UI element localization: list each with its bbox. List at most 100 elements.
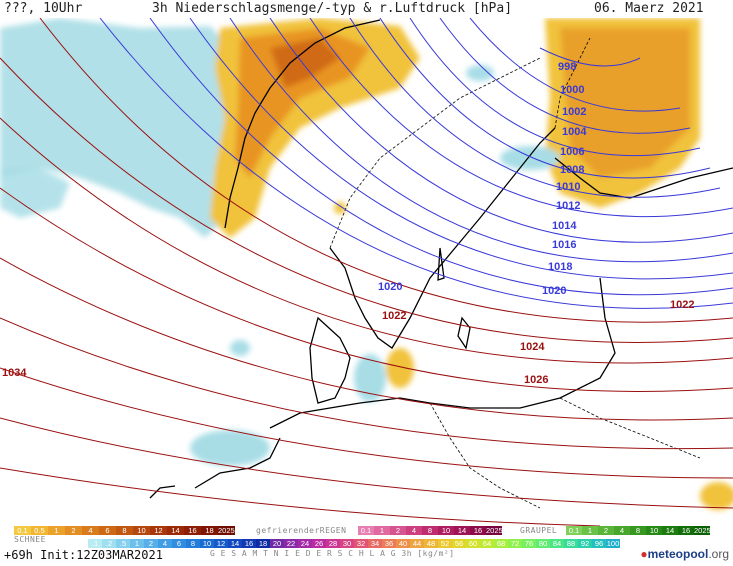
legend-snow-scale: .1.2.5 1 2 4 6 8 10 12 14 16 18 20 22 24 26 28 30 32 34 36 4… <box>88 539 620 548</box>
snow-swatch: 36 <box>382 539 396 548</box>
isobar-label: 1020 <box>378 281 402 293</box>
snow-swatch: 4 <box>158 539 172 548</box>
isobar-label: 1026 <box>524 374 548 386</box>
legend-graupel-label: GRAUPEL <box>520 526 558 535</box>
rain-swatch: 18 <box>201 526 218 535</box>
rain-swatch: 12 <box>150 526 167 535</box>
snow-swatch: 60 <box>466 539 480 548</box>
rain-swatch: 2 <box>65 526 82 535</box>
rain-swatch: 0.5 <box>31 526 48 535</box>
snow-swatch: 16 <box>242 539 256 548</box>
rain-swatch: 10 <box>133 526 150 535</box>
graupel-swatch: 8 <box>630 526 646 535</box>
snow-swatch: 6 <box>172 539 186 548</box>
rain-swatch: 8 <box>116 526 133 535</box>
coast-norway <box>224 19 381 229</box>
rain-area-norway-core <box>235 28 370 178</box>
snow-swatch: 10 <box>200 539 214 548</box>
snow-blob-northsea-south <box>190 430 270 466</box>
snow-swatch: 68 <box>494 539 508 548</box>
graupel-swatch: 14 <box>662 526 678 535</box>
snow-swatch: 96 <box>592 539 606 548</box>
brand-logo[interactable]: ●meteopool.org <box>640 547 729 561</box>
snow-swatch: 40 <box>396 539 410 548</box>
isobar-label: 1020 <box>542 285 566 297</box>
map-canvas: 998 1000 1002 1004 1006 1008 1010 1012 1… <box>0 18 733 526</box>
rain-swatch: 14 <box>167 526 184 535</box>
isobar-label: 1034 <box>2 367 27 379</box>
coastlines <box>149 19 733 499</box>
legend-total-label: G E S A M T N I E D E R S C H L A G 3h [… <box>210 549 455 558</box>
weather-map: 998 1000 1002 1004 1006 1008 1010 1012 1… <box>0 18 733 526</box>
rain-swatch: 4 <box>82 526 99 535</box>
snow-swatch: 32 <box>354 539 368 548</box>
snow-swatch: .5 <box>116 539 130 548</box>
graupel-swatch: 2025+ <box>694 526 710 535</box>
isobar-labels: 998 1000 1002 1004 1006 1008 1010 1012 1… <box>2 61 694 386</box>
freezing-swatch: 16 <box>470 526 486 535</box>
rain-swatch: 6 <box>99 526 116 535</box>
init-label: +69h Init:12Z03MAR2021 <box>4 548 163 562</box>
isobar-label: 1018 <box>548 261 572 273</box>
snow-swatch: 80 <box>536 539 550 548</box>
graupel-swatch: 16 <box>678 526 694 535</box>
rain-blob-baltic <box>386 348 414 388</box>
coast-finland <box>554 157 733 199</box>
snow-swatch: 88 <box>564 539 578 548</box>
freezing-swatch: 14 <box>454 526 470 535</box>
graupel-swatch: 2 <box>598 526 614 535</box>
coast-netherlands <box>194 437 281 489</box>
isobar-label: 1024 <box>520 341 545 353</box>
valid-time-label: ???, 10Uhr <box>4 1 83 16</box>
snow-swatch: 8 <box>186 539 200 548</box>
rain-swatch: 2025+ <box>218 526 235 535</box>
snow-swatch: 22 <box>284 539 298 548</box>
freezing-swatch: 2 <box>390 526 406 535</box>
snow-swatch: 48 <box>424 539 438 548</box>
legend-snow-label: SCHNEE <box>14 535 46 544</box>
freezing-swatch: 4 <box>406 526 422 535</box>
snow-swatch: 30 <box>340 539 354 548</box>
freezing-swatch: 0.1 <box>358 526 374 535</box>
borders <box>329 37 701 509</box>
isobar-label: 1008 <box>560 164 584 176</box>
snow-swatch: 56 <box>452 539 466 548</box>
freezing-swatch: 10 <box>438 526 454 535</box>
isobar-label: 1022 <box>670 299 694 311</box>
isobar-label: 1022 <box>382 310 406 322</box>
coast-baltic-states <box>429 277 616 409</box>
freezing-swatch: 2025+ <box>486 526 502 535</box>
isobar-label: 1006 <box>560 146 584 158</box>
snow-swatch: 18 <box>256 539 270 548</box>
graupel-swatch: 10 <box>646 526 662 535</box>
snow-swatch: 34 <box>368 539 382 548</box>
coast-denmark <box>309 316 351 404</box>
brand-tld: .org <box>708 547 729 561</box>
freezing-swatch: 1 <box>374 526 390 535</box>
rain-area-norway-heavy <box>270 38 340 88</box>
snow-swatch: .1 <box>88 539 102 548</box>
snow-swatch: 84 <box>550 539 564 548</box>
isobar-label: 1014 <box>552 220 577 232</box>
snow-swatch: 44 <box>410 539 424 548</box>
snow-swatch: 24 <box>298 539 312 548</box>
snow-swatch: .2 <box>102 539 116 548</box>
isobar-label: 1004 <box>562 126 587 138</box>
snow-swatch: 14 <box>228 539 242 548</box>
coast-gotland <box>457 316 471 350</box>
isobar-label: 1000 <box>560 84 584 96</box>
graupel-swatch: 1 <box>582 526 598 535</box>
snow-blob-uk <box>230 340 250 356</box>
rain-blob-uk-north <box>334 202 346 214</box>
legend-freezing-label: gefrierenderREGEN <box>256 526 347 535</box>
valid-date-label: 06. Maerz 2021 <box>594 1 704 16</box>
snow-area-northsea-west <box>0 18 250 238</box>
isobar-label: 998 <box>558 61 576 73</box>
snow-swatch: 1 <box>130 539 144 548</box>
snow-swatch: 20 <box>270 539 284 548</box>
brand-dot-icon: ● <box>640 547 648 561</box>
